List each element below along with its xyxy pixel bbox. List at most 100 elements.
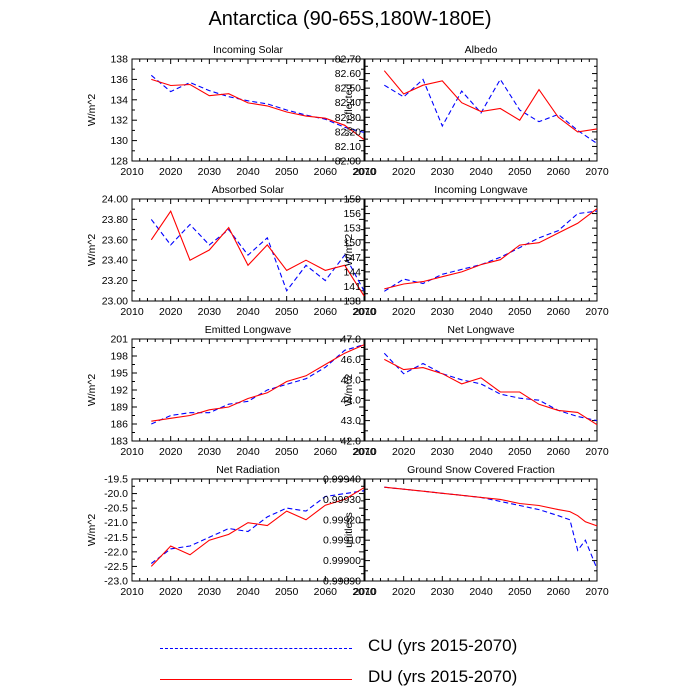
y-tick-label: 201	[110, 334, 128, 346]
series-line-du	[384, 208, 598, 290]
y-tick-label: 183	[110, 436, 128, 448]
plot-frame	[364, 338, 598, 442]
y-tick-label: 0.99910	[323, 535, 361, 547]
series-line-cu	[383, 352, 598, 422]
y-tick-label: 44.0	[341, 395, 362, 407]
x-tick-label: 2010	[353, 306, 377, 318]
x-tick-label: 2050	[508, 446, 532, 458]
x-tick-label: 2050	[275, 446, 299, 458]
y-tick-label: 198	[110, 351, 128, 363]
plot-frame	[364, 478, 598, 582]
y-axis-label: % reflected	[343, 84, 355, 137]
x-tick-label: 2030	[198, 306, 222, 318]
x-tick-label: 2010	[120, 306, 144, 318]
y-tick-label: 23.60	[102, 234, 128, 246]
x-tick-label: 2060	[547, 306, 571, 318]
series-line-cu	[151, 344, 365, 425]
legend-cu-line	[160, 648, 352, 649]
x-tick-label: 2070	[585, 586, 609, 598]
series-line-du	[384, 358, 598, 426]
y-tick-label: 153	[343, 223, 361, 235]
y-tick-label: 46.0	[341, 354, 362, 366]
legend-du: DU (yrs 2015-2070)	[160, 667, 580, 693]
panel-title: Incoming Longwave	[434, 184, 528, 196]
y-tick-label: 82.60	[335, 68, 361, 80]
x-tick-label: 2040	[236, 306, 260, 318]
y-tick-label: -20.0	[104, 488, 128, 500]
x-tick-label: 2070	[352, 446, 376, 458]
x-tick-label: 2010	[120, 586, 144, 598]
panel-title: Net Radiation	[216, 464, 280, 476]
plot-frame	[364, 198, 598, 302]
legend-cu: CU (yrs 2015-2070)	[160, 636, 580, 662]
x-tick-label: 2040	[236, 446, 260, 458]
series-line-cu	[384, 210, 598, 292]
y-tick-label: 82.20	[335, 126, 361, 138]
y-tick-label: 47.0	[341, 334, 362, 346]
y-tick-label: 23.40	[102, 255, 128, 267]
y-tick-label: 82.50	[335, 83, 361, 95]
y-tick-label: 23.00	[102, 296, 128, 308]
plot-frame	[131, 58, 365, 162]
panel-8: Ground Snow Covered Fraction unitless 2010…	[323, 464, 609, 598]
panel-title: Ground Snow Covered Fraction	[407, 464, 555, 476]
series-line-du	[150, 487, 365, 567]
y-axis-label: W/m^2	[86, 234, 98, 267]
y-tick-label: 186	[110, 419, 128, 431]
y-tick-label: 150	[343, 237, 361, 249]
y-tick-label: -21.0	[104, 517, 128, 529]
series-line-du	[384, 486, 598, 527]
panel-6: Net Longwave W/m^2 2010 2020 2030 2040 2050 206…	[341, 324, 609, 458]
panel-3: Absorbed Solar W/m^2 2010 2020 2030 2040 2050 2…	[86, 184, 376, 318]
y-tick-label: 130	[110, 135, 128, 147]
series-line-du	[151, 344, 365, 422]
x-tick-label: 2070	[352, 306, 376, 318]
x-tick-label: 2020	[392, 306, 416, 318]
plot-frame	[364, 58, 598, 162]
x-tick-label: 2050	[275, 166, 299, 178]
y-tick-label: 0.99900	[323, 555, 361, 567]
series-line-cu	[384, 486, 598, 570]
y-tick-label: 141	[343, 281, 361, 293]
x-tick-label: 2010	[353, 166, 377, 178]
panel-7: Net Radiation W/m^2 2010 2020 2030 2040 2050 20…	[86, 464, 376, 598]
series-line-cu	[150, 74, 365, 133]
x-tick-label: 2070	[585, 166, 609, 178]
x-tick-label: 2060	[314, 446, 338, 458]
y-tick-label: 23.20	[102, 275, 128, 287]
legend-cu-label: CU (yrs 2015-2070)	[368, 636, 518, 655]
panel-4: Incoming Longwave W/m^2 2010 2020 2030 2040 20…	[343, 184, 609, 318]
x-tick-label: 2050	[275, 586, 299, 598]
y-tick-label: 195	[110, 368, 128, 380]
y-tick-label: 82.30	[335, 112, 361, 124]
y-tick-label: -21.5	[104, 532, 128, 544]
y-tick-label: 82.10	[335, 141, 361, 153]
y-tick-label: 82.00	[335, 156, 361, 168]
x-tick-label: 2050	[275, 306, 299, 318]
y-axis-label: W/m^2	[343, 234, 355, 267]
y-tick-label: 138	[343, 296, 361, 308]
y-tick-label: 0.99930	[323, 494, 361, 506]
x-tick-label: 2060	[547, 166, 571, 178]
panel-2: Albedo % reflected 2010 2020 2030 2040 2050 206…	[335, 44, 609, 178]
panel-title: Emitted Longwave	[205, 324, 292, 336]
plot-frame	[131, 338, 365, 442]
x-tick-label: 2020	[159, 586, 183, 598]
x-tick-label: 2060	[314, 306, 338, 318]
y-tick-label: -22.0	[104, 546, 128, 558]
y-tick-label: 134	[110, 94, 128, 106]
x-tick-label: 2020	[159, 166, 183, 178]
x-tick-label: 2040	[236, 586, 260, 598]
y-tick-label: 189	[110, 402, 128, 414]
x-tick-label: 2010	[120, 446, 144, 458]
x-tick-label: 2020	[159, 306, 183, 318]
x-tick-label: 2030	[431, 306, 455, 318]
y-tick-label: 159	[343, 194, 361, 206]
x-tick-label: 2030	[431, 446, 455, 458]
x-tick-label: 2040	[469, 166, 493, 178]
x-tick-label: 2010	[353, 446, 377, 458]
panel-1: Incoming Solar W/m^2 2010 2020 2030 2040 2050 2…	[86, 44, 376, 178]
y-tick-label: -23.0	[104, 576, 128, 588]
x-tick-label: 2020	[392, 586, 416, 598]
panel-5: Emitted Longwave W/m^2 2010 2020 2030 2040 205…	[86, 324, 376, 458]
